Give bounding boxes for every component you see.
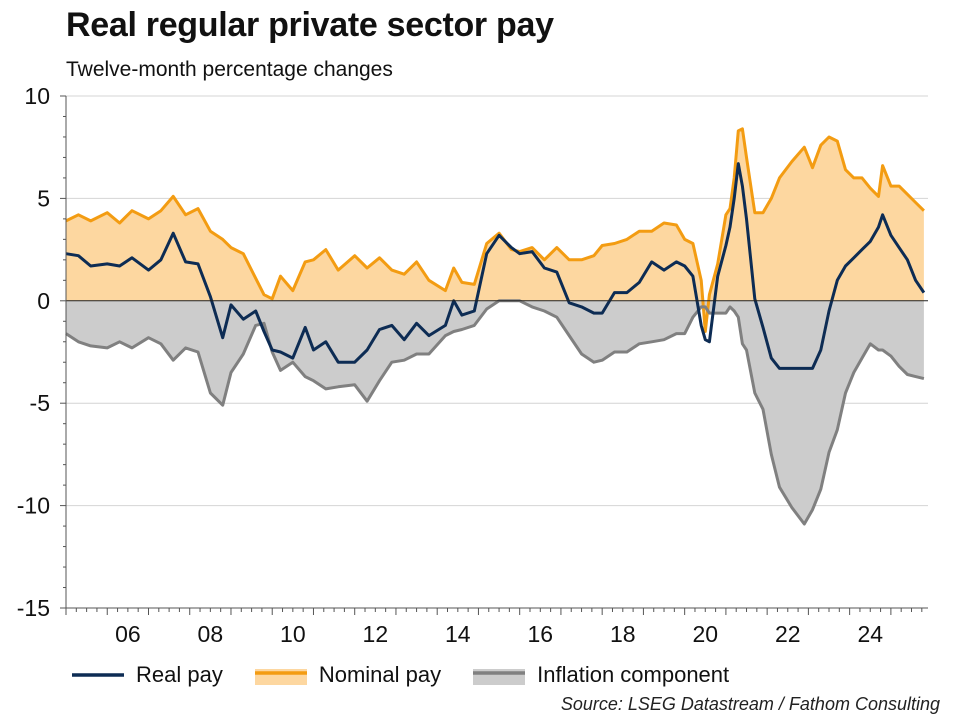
- inflation-component-area: [66, 300, 924, 524]
- legend-swatch-inflation: [473, 669, 526, 685]
- x-tick-label: 20: [692, 621, 718, 647]
- source-note: Source: LSEG Datastream / Fathom Consult…: [560, 694, 940, 714]
- y-tick-label: 10: [24, 83, 50, 109]
- x-tick-label: 24: [857, 621, 883, 647]
- y-tick-label: 5: [37, 185, 50, 211]
- nominal-pay-area: [66, 128, 924, 332]
- inflation-component-line: [65, 299, 925, 526]
- y-tick-label: -10: [17, 493, 50, 519]
- x-tick-label: 10: [280, 621, 306, 647]
- x-tick-label: 22: [775, 621, 801, 647]
- legend-item-nominal: Nominal pay: [253, 662, 441, 688]
- line-layer: [65, 127, 926, 526]
- area-layer: [66, 128, 924, 524]
- nominal-pay-line: [65, 127, 925, 333]
- legend-label-inflation: Inflation component: [537, 662, 730, 687]
- x-tick-label: 12: [363, 621, 389, 647]
- x-tick-label: 18: [610, 621, 636, 647]
- legend-swatch-real: [72, 673, 124, 677]
- legend: Real pay Nominal pay Inflation component: [70, 660, 759, 690]
- x-tick-label: 08: [198, 621, 224, 647]
- y-tick-label: -15: [17, 595, 50, 621]
- x-tick-label: 14: [445, 621, 471, 647]
- chart-title: Real regular private sector pay: [66, 6, 554, 44]
- y-tick-label: -5: [30, 390, 50, 416]
- real-pay-line: [65, 162, 926, 370]
- chart-subtitle: Twelve-month percentage changes: [66, 58, 393, 81]
- legend-item-inflation: Inflation component: [471, 662, 729, 688]
- y-tick-label: 0: [37, 288, 50, 314]
- legend-item-real: Real pay: [70, 662, 223, 688]
- legend-swatch-nominal: [254, 669, 307, 685]
- x-tick-label: 16: [528, 621, 554, 647]
- legend-label-real: Real pay: [136, 662, 223, 687]
- axis-layer: 10 5 0 -5 -10 -15 06 08 10 12 14 16 18 20 22 24: [17, 83, 928, 647]
- x-tick-label: 06: [115, 621, 141, 647]
- legend-label-nominal: Nominal pay: [318, 662, 442, 687]
